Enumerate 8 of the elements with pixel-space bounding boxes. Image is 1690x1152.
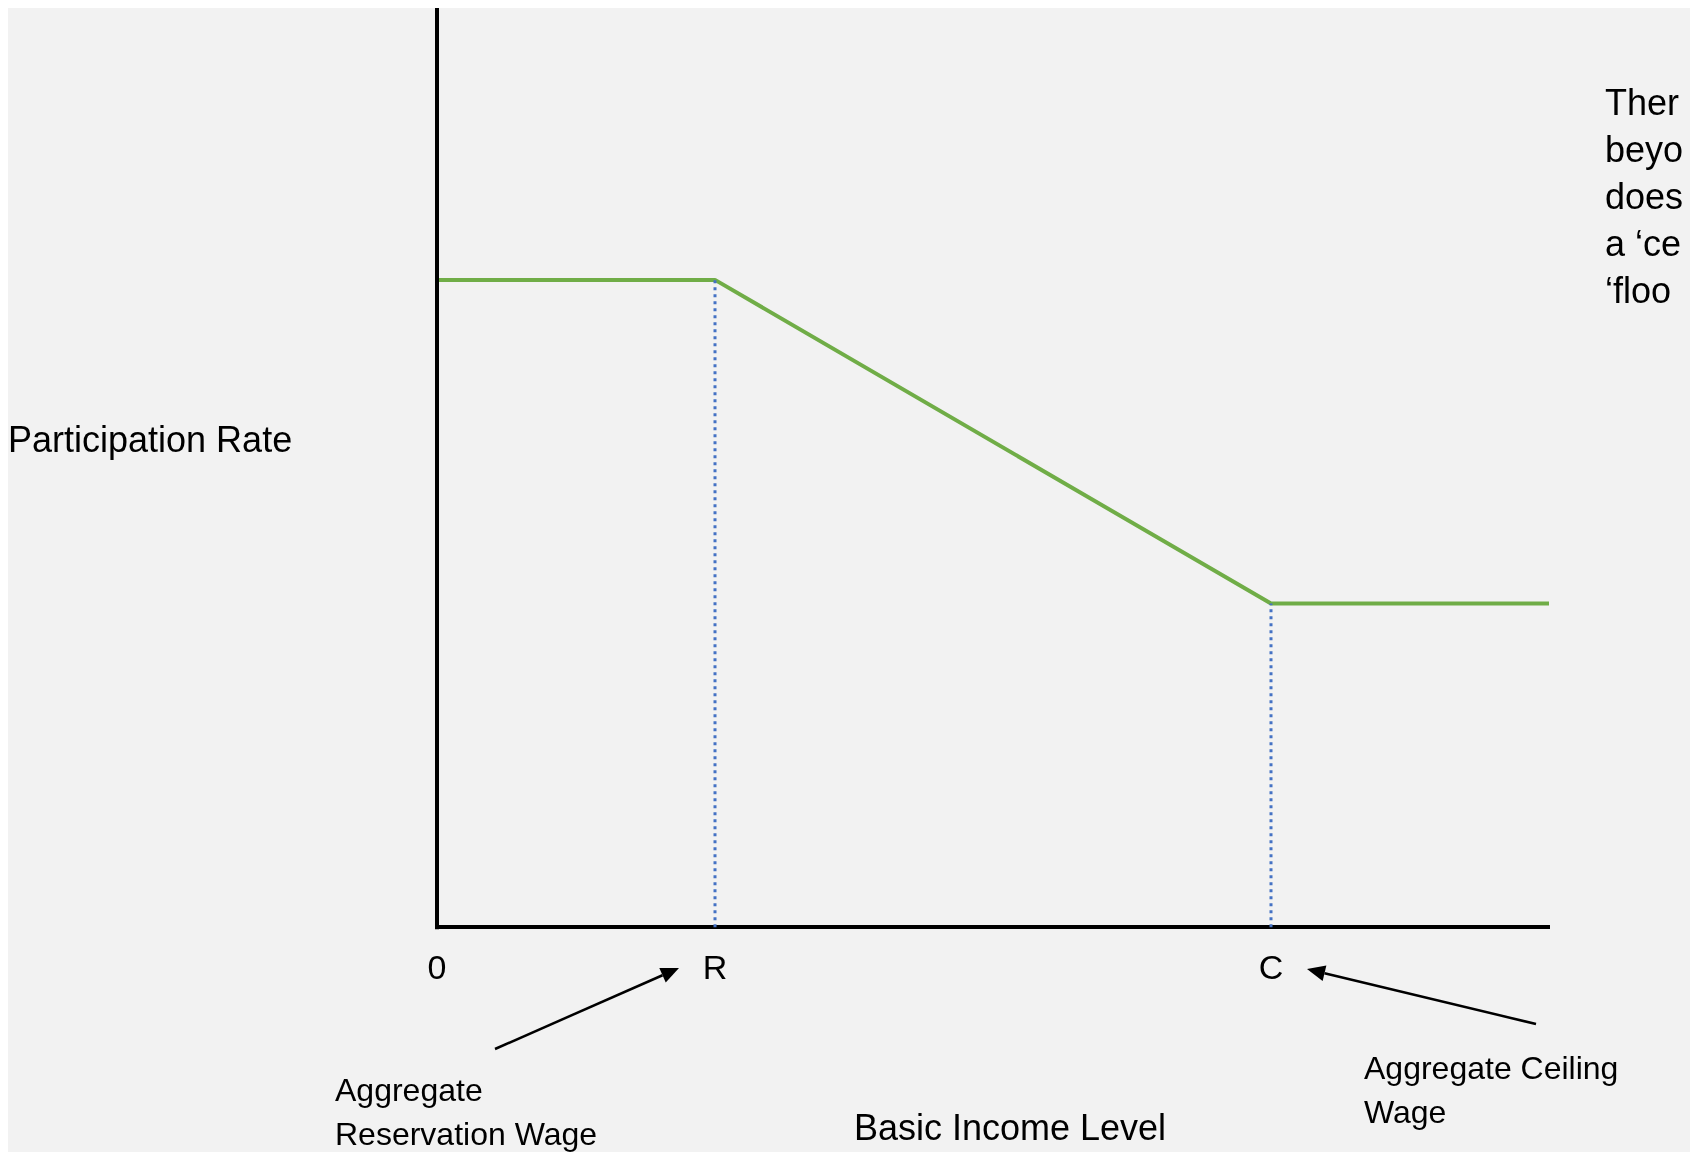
x-tick-label: C — [1258, 947, 1284, 986]
text: Ther beyo does a ‘ce ‘floo — [1605, 81, 1684, 311]
text: Aggregate Reservation Wage — [335, 1072, 598, 1152]
x-axis-title: Basic Income Level — [853, 1106, 1167, 1148]
x-tick-label: R — [702, 947, 728, 986]
text: Aggregate Ceiling Wage — [1364, 1050, 1619, 1131]
y-axis-title: Participation Rate — [8, 418, 293, 460]
x-tick-label: 0 — [427, 947, 447, 986]
